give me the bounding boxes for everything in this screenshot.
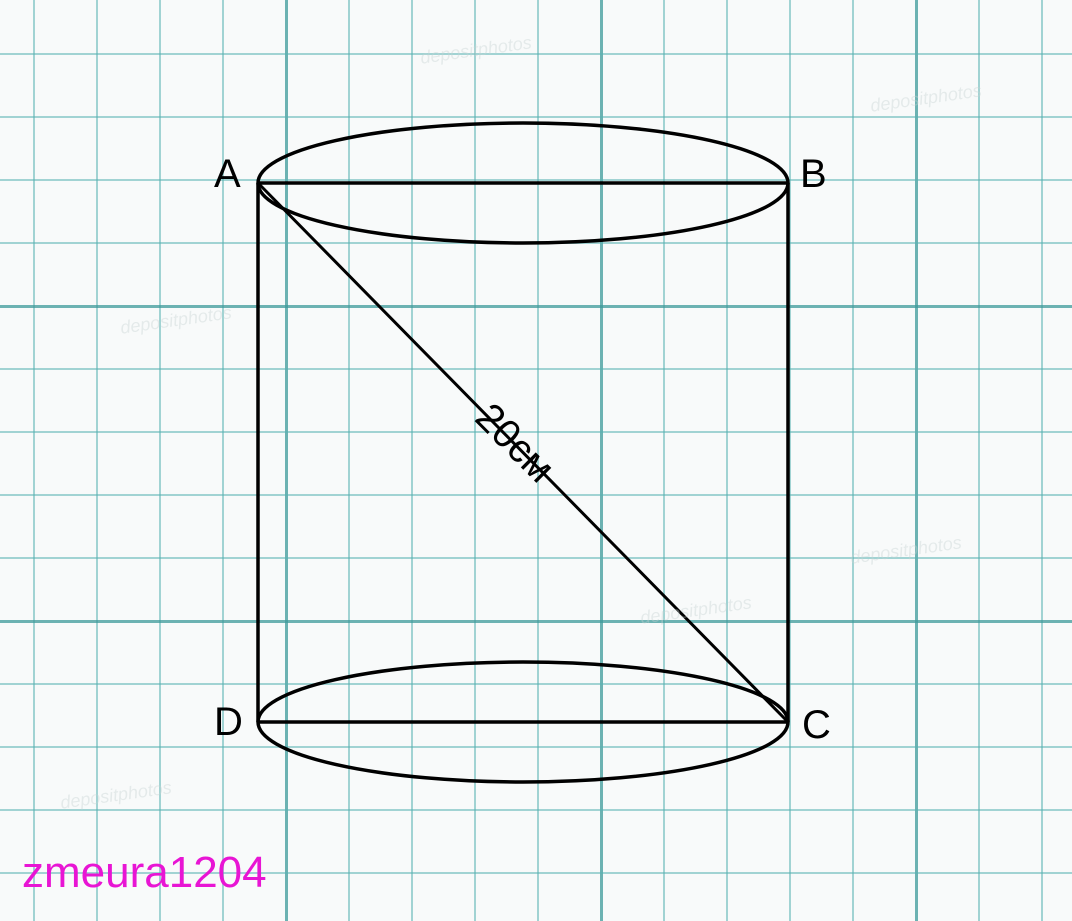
- label-c: C: [802, 703, 831, 748]
- label-b: B: [800, 152, 827, 197]
- label-a: A: [214, 152, 241, 197]
- label-d: D: [214, 700, 243, 745]
- signature: zmeura1204: [22, 848, 267, 898]
